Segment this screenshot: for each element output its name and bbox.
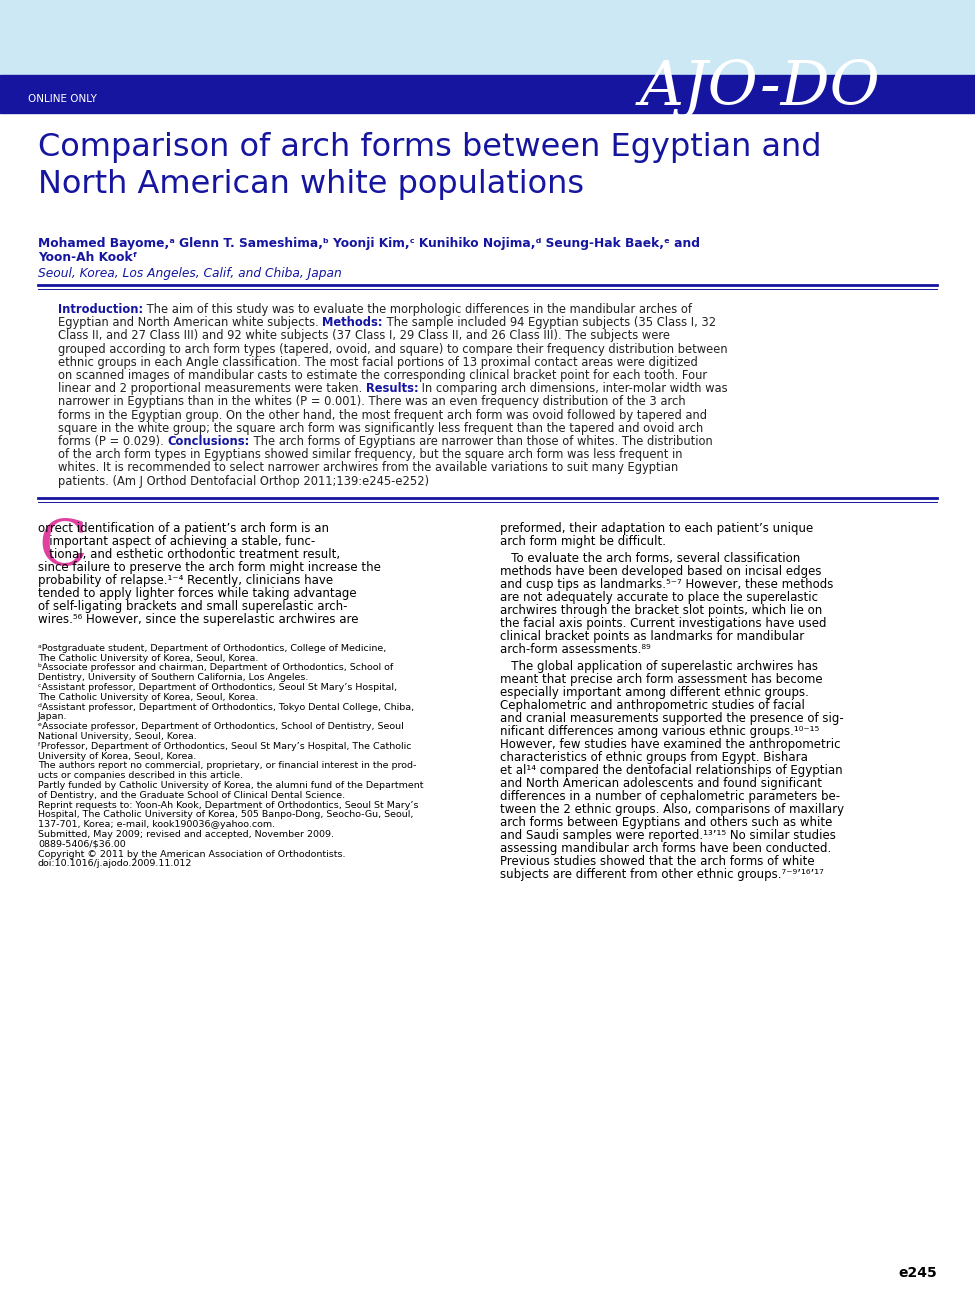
Text: arch-form assessments.⁸⁹: arch-form assessments.⁸⁹ — [500, 642, 650, 655]
Text: ᵉAssociate professor, Department of Orthodontics, School of Dentistry, Seoul: ᵉAssociate professor, Department of Orth… — [38, 722, 404, 731]
Text: subjects are different from other ethnic groups.⁷⁻⁹’¹⁶’¹⁷: subjects are different from other ethnic… — [500, 868, 824, 881]
Text: The global application of superelastic archwires has: The global application of superelastic a… — [500, 659, 818, 672]
Text: Conclusions:: Conclusions: — [168, 435, 250, 448]
Text: ᵈAssistant professor, Department of Orthodontics, Tokyo Dental College, Chiba,: ᵈAssistant professor, Department of Orth… — [38, 702, 414, 711]
Text: on scanned images of mandibular casts to estimate the corresponding clinical bra: on scanned images of mandibular casts to… — [58, 369, 707, 382]
Text: Results:: Results: — [366, 382, 418, 395]
Text: the facial axis points. Current investigations have used: the facial axis points. Current investig… — [500, 617, 827, 630]
Text: wires.⁵⁶ However, since the superelastic archwires are: wires.⁵⁶ However, since the superelastic… — [38, 613, 359, 626]
Text: The arch forms of Egyptians are narrower than those of whites. The distribution: The arch forms of Egyptians are narrower… — [250, 435, 713, 448]
Text: Japan.: Japan. — [38, 713, 67, 722]
Text: tional, and esthetic orthodontic treatment result,: tional, and esthetic orthodontic treatme… — [38, 548, 340, 561]
Text: Mohamed Bayome,ᵃ Glenn T. Sameshima,ᵇ Yoonji Kim,ᶜ Kunihiko Nojima,ᵈ Seung-Hak B: Mohamed Bayome,ᵃ Glenn T. Sameshima,ᵇ Yo… — [38, 238, 700, 251]
Text: Dentistry, University of Southern California, Los Angeles.: Dentistry, University of Southern Califo… — [38, 673, 308, 683]
Text: of the arch form types in Egyptians showed similar frequency, but the square arc: of the arch form types in Egyptians show… — [58, 448, 682, 461]
Text: et al¹⁴ compared the dentofacial relationships of Egyptian: et al¹⁴ compared the dentofacial relatio… — [500, 763, 842, 776]
Text: characteristics of ethnic groups from Egypt. Bishara: characteristics of ethnic groups from Eg… — [500, 750, 808, 763]
Text: Copyright © 2011 by the American Association of Orthodontists.: Copyright © 2011 by the American Associa… — [38, 850, 345, 859]
Text: methods have been developed based on incisal edges: methods have been developed based on inc… — [500, 565, 822, 578]
Text: Methods:: Methods: — [323, 316, 383, 329]
Text: Previous studies showed that the arch forms of white: Previous studies showed that the arch fo… — [500, 855, 815, 868]
Text: The Catholic University of Korea, Seoul, Korea.: The Catholic University of Korea, Seoul,… — [38, 693, 258, 702]
Text: grouped according to arch form types (tapered, ovoid, and square) to compare the: grouped according to arch form types (ta… — [58, 343, 727, 355]
Text: assessing mandibular arch forms have been conducted.: assessing mandibular arch forms have bee… — [500, 842, 832, 855]
Text: Yoon-Ah Kookᶠ: Yoon-Ah Kookᶠ — [38, 251, 137, 264]
Text: Introduction:: Introduction: — [58, 303, 143, 316]
Text: Seoul, Korea, Los Angeles, Calif, and Chiba, Japan: Seoul, Korea, Los Angeles, Calif, and Ch… — [38, 268, 342, 281]
Text: 137-701, Korea; e-mail, kook190036@yahoo.com.: 137-701, Korea; e-mail, kook190036@yahoo… — [38, 821, 275, 829]
Text: doi:10.1016/j.ajodo.2009.11.012: doi:10.1016/j.ajodo.2009.11.012 — [38, 860, 192, 868]
Text: nificant differences among various ethnic groups.¹⁰⁻¹⁵: nificant differences among various ethni… — [500, 724, 819, 737]
Text: Class II, and 27 Class III) and 92 white subjects (37 Class I, 29 Class II, and : Class II, and 27 Class III) and 92 white… — [58, 329, 670, 342]
Text: University of Korea, Seoul, Korea.: University of Korea, Seoul, Korea. — [38, 752, 196, 761]
Text: of self-ligating brackets and small superelastic arch-: of self-ligating brackets and small supe… — [38, 600, 347, 613]
Text: and cranial measurements supported the presence of sig-: and cranial measurements supported the p… — [500, 711, 843, 724]
Text: The aim of this study was to evaluate the morphologic differences in the mandibu: The aim of this study was to evaluate th… — [143, 303, 692, 316]
Text: However, few studies have examined the anthropometric: However, few studies have examined the a… — [500, 737, 840, 750]
Text: ethnic groups in each Angle classification. The most facial portions of 13 proxi: ethnic groups in each Angle classificati… — [58, 356, 698, 369]
Text: whites. It is recommended to select narrower archwires from the available variat: whites. It is recommended to select narr… — [58, 462, 679, 475]
Text: The sample included 94 Egyptian subjects (35 Class I, 32: The sample included 94 Egyptian subjects… — [383, 316, 716, 329]
Text: 0889-5406/$36.00: 0889-5406/$36.00 — [38, 840, 126, 848]
Text: Egyptian and North American white subjects.: Egyptian and North American white subjec… — [58, 316, 323, 329]
Text: ᶜAssistant professor, Department of Orthodontics, Seoul St Mary’s Hospital,: ᶜAssistant professor, Department of Orth… — [38, 683, 397, 692]
Text: Submitted, May 2009; revised and accepted, November 2009.: Submitted, May 2009; revised and accepte… — [38, 830, 334, 839]
Text: To evaluate the arch forms, several classification: To evaluate the arch forms, several clas… — [500, 552, 800, 565]
Text: ucts or companies described in this article.: ucts or companies described in this arti… — [38, 771, 243, 780]
Text: narrower in Egyptians than in the whites (P = 0.001). There was an even frequenc: narrower in Egyptians than in the whites… — [58, 395, 685, 408]
Text: ᵃPostgraduate student, Department of Orthodontics, College of Medicine,: ᵃPostgraduate student, Department of Ort… — [38, 643, 386, 652]
Text: C: C — [38, 518, 87, 579]
Text: ONLINE ONLY: ONLINE ONLY — [28, 94, 97, 104]
Text: of Dentistry, and the Graduate School of Clinical Dental Science.: of Dentistry, and the Graduate School of… — [38, 791, 345, 800]
Text: square in the white group; the square arch form was significantly less frequent : square in the white group; the square ar… — [58, 422, 703, 435]
Text: orrect identification of a patient’s arch form is an: orrect identification of a patient’s arc… — [38, 522, 329, 535]
Text: since failure to preserve the arch form might increase the: since failure to preserve the arch form … — [38, 561, 381, 574]
Bar — [0, 0, 975, 74]
Text: clinical bracket points as landmarks for mandibular: clinical bracket points as landmarks for… — [500, 630, 804, 642]
Text: preformed, their adaptation to each patient’s unique: preformed, their adaptation to each pati… — [500, 522, 813, 535]
Text: and Saudi samples were reported.¹³’¹⁵ No similar studies: and Saudi samples were reported.¹³’¹⁵ No… — [500, 829, 836, 842]
Text: tween the 2 ethnic groups. Also, comparisons of maxillary: tween the 2 ethnic groups. Also, compari… — [500, 803, 844, 816]
Text: The authors report no commercial, proprietary, or financial interest in the prod: The authors report no commercial, propri… — [38, 761, 416, 770]
Text: and North American adolescents and found significant: and North American adolescents and found… — [500, 776, 822, 790]
Text: are not adequately accurate to place the superelastic: are not adequately accurate to place the… — [500, 591, 818, 604]
Text: National University, Seoul, Korea.: National University, Seoul, Korea. — [38, 732, 197, 741]
Text: Reprint requests to: Yoon-Ah Kook, Department of Orthodontics, Seoul St Mary’s: Reprint requests to: Yoon-Ah Kook, Depar… — [38, 800, 418, 809]
Text: tended to apply lighter forces while taking advantage: tended to apply lighter forces while tak… — [38, 587, 357, 600]
Text: forms in the Egyptian group. On the other hand, the most frequent arch form was : forms in the Egyptian group. On the othe… — [58, 408, 707, 422]
Text: ᶠProfessor, Department of Orthodontics, Seoul St Mary’s Hospital, The Catholic: ᶠProfessor, Department of Orthodontics, … — [38, 741, 411, 750]
Text: linear and 2 proportional measurements were taken.: linear and 2 proportional measurements w… — [58, 382, 366, 395]
Text: AJO-DO: AJO-DO — [640, 57, 880, 117]
Text: forms (P = 0.029).: forms (P = 0.029). — [58, 435, 168, 448]
Text: Partly funded by Catholic University of Korea, the alumni fund of the Department: Partly funded by Catholic University of … — [38, 780, 423, 790]
Text: Cephalometric and anthropometric studies of facial: Cephalometric and anthropometric studies… — [500, 698, 805, 711]
Text: meant that precise arch form assessment has become: meant that precise arch form assessment … — [500, 672, 823, 685]
Text: arch forms between Egyptians and others such as white: arch forms between Egyptians and others … — [500, 816, 833, 829]
Text: In comparing arch dimensions, inter-molar width was: In comparing arch dimensions, inter-mola… — [418, 382, 728, 395]
Text: Hospital, The Catholic University of Korea, 505 Banpo-Dong, Seocho-Gu, Seoul,: Hospital, The Catholic University of Kor… — [38, 810, 413, 820]
Text: especially important among different ethnic groups.: especially important among different eth… — [500, 685, 809, 698]
Text: Comparison of arch forms between Egyptian and
North American white populations: Comparison of arch forms between Egyptia… — [38, 132, 822, 200]
Text: e245: e245 — [898, 1266, 937, 1280]
Text: arch form might be difficult.: arch form might be difficult. — [500, 535, 666, 548]
Text: patients. (Am J Orthod Dentofacial Orthop 2011;139:e245-e252): patients. (Am J Orthod Dentofacial Ortho… — [58, 475, 429, 488]
Text: The Catholic University of Korea, Seoul, Korea.: The Catholic University of Korea, Seoul,… — [38, 654, 258, 663]
Text: differences in a number of cephalometric parameters be-: differences in a number of cephalometric… — [500, 790, 840, 803]
Text: ᵇAssociate professor and chairman, Department of Orthodontics, School of: ᵇAssociate professor and chairman, Depar… — [38, 663, 393, 672]
Text: archwires through the bracket slot points, which lie on: archwires through the bracket slot point… — [500, 604, 822, 617]
Text: and cusp tips as landmarks.⁵⁻⁷ However, these methods: and cusp tips as landmarks.⁵⁻⁷ However, … — [500, 578, 834, 591]
Bar — [0, 74, 975, 114]
Text: probability of relapse.¹⁻⁴ Recently, clinicians have: probability of relapse.¹⁻⁴ Recently, cli… — [38, 574, 333, 587]
Text: important aspect of achieving a stable, func-: important aspect of achieving a stable, … — [38, 535, 315, 548]
